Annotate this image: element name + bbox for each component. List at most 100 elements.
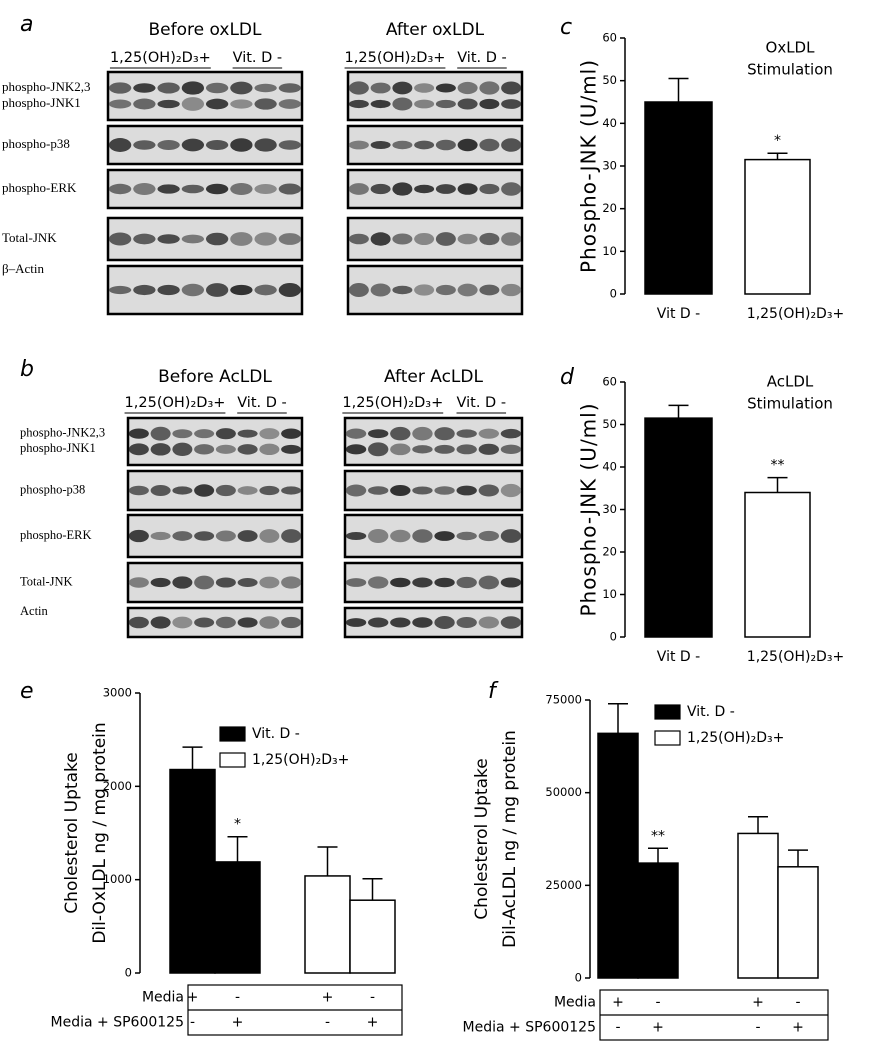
blot-band bbox=[434, 531, 455, 541]
blot-band bbox=[479, 183, 500, 195]
y-axis-label: Dil-OxLDL ng / mg protein bbox=[90, 722, 110, 943]
blot-band bbox=[108, 285, 132, 295]
error-bar bbox=[668, 77, 689, 102]
blot-box bbox=[343, 416, 524, 467]
table-cell: - bbox=[755, 1020, 760, 1036]
table-cell: - bbox=[190, 1015, 195, 1031]
row-label: Actin bbox=[20, 604, 49, 618]
blot-band bbox=[478, 616, 499, 629]
blot-band bbox=[412, 529, 433, 543]
error-bar bbox=[648, 847, 668, 864]
blot-band bbox=[348, 283, 369, 297]
y-tick-label: 75000 bbox=[545, 693, 582, 707]
bar bbox=[637, 862, 679, 979]
row-label: phospho-JNK1 bbox=[20, 441, 96, 455]
error-bar bbox=[748, 816, 768, 834]
blot-band bbox=[457, 81, 478, 95]
blot-band bbox=[392, 285, 413, 295]
blot-band bbox=[501, 283, 522, 297]
blot-band bbox=[108, 183, 132, 195]
bar bbox=[304, 875, 351, 974]
blot-band bbox=[150, 577, 171, 588]
blot-band bbox=[172, 429, 193, 439]
legend-label: Vit. D - bbox=[687, 704, 735, 720]
y-axis-label: Dil-AcLDL ng / mg protein bbox=[500, 730, 520, 948]
blot-band bbox=[128, 443, 149, 456]
blot-band bbox=[368, 442, 389, 457]
table-cell: + bbox=[792, 1020, 804, 1036]
blot-band bbox=[345, 444, 367, 455]
blot-band bbox=[205, 139, 229, 151]
error-bar bbox=[182, 746, 203, 770]
blot-band bbox=[370, 99, 391, 109]
blot-band bbox=[457, 138, 478, 152]
y-axis-label: Cholesterol Uptake bbox=[62, 752, 82, 913]
blot-band bbox=[157, 284, 180, 296]
blot-band bbox=[278, 233, 302, 245]
blot-band bbox=[370, 283, 391, 297]
bar bbox=[744, 158, 811, 295]
blot-band bbox=[414, 140, 435, 150]
blot-band bbox=[237, 530, 258, 542]
blot-band bbox=[157, 82, 180, 94]
table-cell: + bbox=[367, 1015, 379, 1031]
blot-band bbox=[157, 140, 180, 150]
row-label: phospho-ERK bbox=[2, 180, 77, 195]
blot-band bbox=[479, 98, 500, 110]
blot-band bbox=[254, 184, 277, 194]
blot-band bbox=[281, 616, 302, 629]
bar bbox=[777, 866, 819, 979]
blot-band bbox=[500, 577, 522, 588]
blot-band bbox=[157, 234, 180, 244]
blot-band bbox=[345, 578, 367, 587]
bar bbox=[644, 101, 713, 295]
legend-swatch bbox=[219, 726, 246, 742]
blot-band bbox=[108, 99, 132, 109]
blot-band bbox=[259, 616, 280, 629]
blot-band bbox=[501, 182, 522, 196]
blot-band bbox=[457, 98, 478, 110]
table-cell: - bbox=[370, 990, 375, 1006]
blot-band bbox=[215, 484, 236, 497]
blot-band bbox=[500, 428, 522, 439]
blot-band bbox=[230, 284, 253, 296]
y-axis-label: Phospho-JNK (U/ml) bbox=[577, 59, 601, 273]
group-title: After AcLDL bbox=[384, 367, 483, 387]
legend-swatch bbox=[219, 752, 246, 768]
y-tick-label: 50 bbox=[602, 73, 617, 87]
blot-band bbox=[434, 577, 455, 588]
blot-band bbox=[194, 575, 215, 590]
blot-band bbox=[181, 283, 205, 297]
blot-band bbox=[434, 427, 455, 441]
blot-band bbox=[133, 233, 156, 245]
blot-band bbox=[392, 97, 413, 111]
condition-label: 1,25(OH)₂D₃+ bbox=[342, 395, 443, 411]
blot-band bbox=[150, 484, 171, 497]
row-label: phospho-p38 bbox=[20, 482, 85, 496]
blot-band bbox=[150, 616, 171, 629]
blot-band bbox=[348, 140, 369, 150]
blot-band bbox=[348, 99, 369, 109]
y-tick-label: 0 bbox=[575, 971, 582, 985]
blot-box bbox=[346, 70, 524, 122]
y-tick-label: 10 bbox=[602, 587, 617, 601]
y-tick-label: 10 bbox=[602, 244, 617, 258]
blot-band bbox=[205, 283, 229, 297]
y-tick-label: 30 bbox=[602, 502, 617, 516]
blot-band bbox=[205, 98, 229, 110]
blot-band bbox=[390, 529, 411, 543]
blot-band bbox=[348, 81, 369, 95]
error-bar bbox=[362, 877, 383, 901]
y-tick-label: 0 bbox=[610, 630, 617, 644]
blot-band bbox=[368, 429, 389, 439]
significance: ** bbox=[771, 458, 785, 474]
row-label: phospho-JNK2,3 bbox=[2, 79, 90, 94]
blot-band bbox=[254, 138, 277, 152]
blot-band bbox=[345, 428, 367, 439]
condition-label: 1,25(OH)₂D₃+ bbox=[110, 50, 211, 66]
blot-band bbox=[128, 577, 149, 588]
blot-band bbox=[172, 531, 193, 541]
blot-band bbox=[479, 284, 500, 296]
blot-band bbox=[172, 616, 193, 629]
